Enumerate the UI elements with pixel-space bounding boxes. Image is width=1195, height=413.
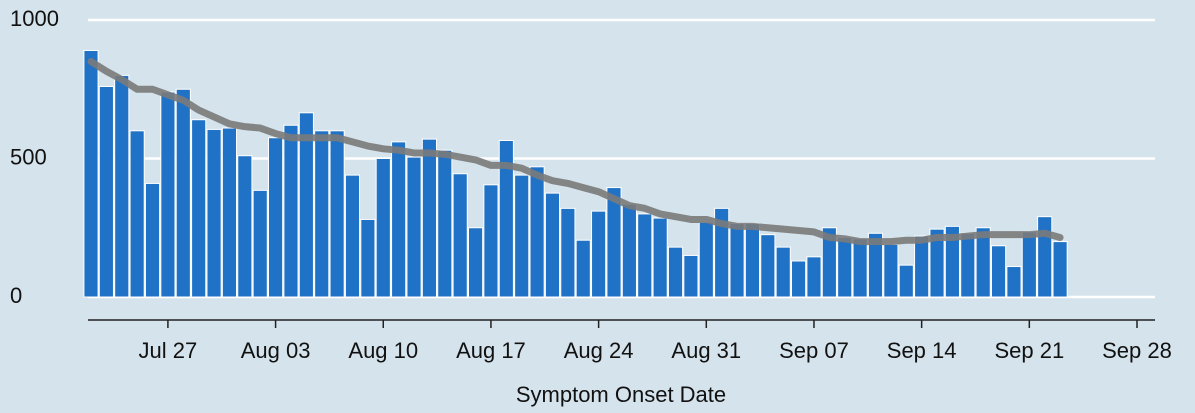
x-tick-label: Aug 17 [456, 338, 526, 363]
x-tick-label: Sep 07 [779, 338, 849, 363]
bar [1037, 216, 1053, 298]
bar [806, 256, 822, 298]
bar [1052, 241, 1068, 298]
bar [621, 203, 637, 298]
bar [591, 210, 607, 298]
bar [929, 228, 945, 298]
bar [990, 245, 1007, 298]
bar [714, 207, 730, 298]
bar [914, 235, 930, 298]
bar [98, 85, 114, 298]
bar [1021, 231, 1037, 298]
bar [314, 130, 330, 298]
bar [191, 119, 207, 298]
bar [821, 227, 837, 298]
bar [744, 223, 761, 298]
bar [298, 112, 314, 298]
bar [498, 139, 514, 298]
bar [252, 189, 268, 298]
bar [698, 221, 714, 298]
x-tick-label: Aug 31 [671, 338, 741, 363]
x-tick-label: Aug 03 [241, 338, 311, 363]
bar [637, 213, 653, 298]
bar [667, 246, 684, 298]
x-tick-label: Sep 28 [1102, 338, 1172, 363]
bar [344, 174, 361, 298]
bar [514, 174, 530, 298]
bar [406, 156, 422, 298]
bar [852, 238, 868, 298]
bar [437, 149, 453, 298]
bar [391, 141, 407, 298]
bar [114, 74, 130, 298]
bar [837, 236, 853, 298]
x-tick-label: Sep 21 [994, 338, 1064, 363]
bar [144, 182, 161, 298]
bar [237, 155, 253, 298]
bar [960, 232, 976, 298]
x-axis-label: Symptom Onset Date [516, 382, 726, 407]
bar [760, 234, 776, 298]
bar [452, 173, 468, 298]
bar [898, 264, 914, 298]
bar [421, 138, 437, 298]
x-tick-label: Jul 27 [139, 338, 198, 363]
bar [975, 227, 991, 298]
bar [175, 88, 191, 298]
bar [329, 130, 345, 298]
bar [160, 91, 176, 298]
bar [268, 137, 284, 298]
x-tick-label: Sep 14 [887, 338, 957, 363]
y-tick-label: 0 [10, 283, 22, 308]
bar [83, 49, 99, 298]
x-tick-label: Aug 24 [564, 338, 634, 363]
y-tick-label: 500 [10, 144, 47, 169]
moving-average-line [87, 58, 1064, 246]
bar [791, 260, 807, 298]
bar [575, 239, 591, 298]
bar [560, 207, 576, 298]
bar [652, 217, 668, 298]
bar [775, 246, 791, 298]
bar [467, 227, 484, 298]
x-tick-label: Aug 10 [348, 338, 418, 363]
bar [483, 184, 499, 298]
bar [283, 124, 299, 298]
bar [867, 232, 884, 298]
bar [544, 192, 561, 298]
bar [729, 223, 745, 298]
bar [944, 225, 960, 298]
bar [375, 158, 391, 298]
bar [1006, 266, 1022, 298]
bar [606, 187, 622, 298]
bar [883, 243, 899, 298]
bar [206, 128, 222, 298]
bar [360, 218, 376, 298]
bar [683, 254, 699, 298]
y-tick-label: 1000 [10, 6, 59, 31]
bar [221, 127, 238, 298]
bar [529, 166, 545, 298]
bar [129, 130, 145, 298]
